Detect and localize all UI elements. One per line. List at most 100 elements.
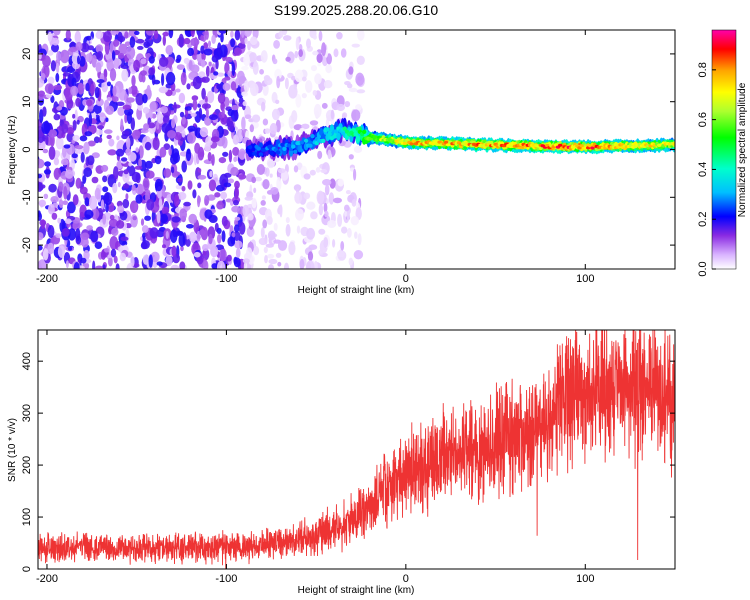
heatmap-cell	[190, 64, 200, 73]
heatmap-cell	[50, 95, 55, 103]
heatmap-cell	[95, 98, 104, 107]
heatmap-cell	[298, 44, 303, 51]
heatmap-cell	[251, 197, 257, 209]
heatmap-cell	[144, 141, 152, 151]
heatmap-cell	[128, 161, 133, 167]
heatmap-cell	[64, 218, 72, 224]
heatmap-cell	[201, 76, 210, 83]
heatmap-cell	[100, 250, 106, 260]
heatmap-y-axis: -20 -10 0 10 20	[21, 48, 675, 253]
heatmap-cell	[103, 31, 112, 43]
heatmap-cell	[318, 203, 324, 216]
heatmap-cell	[579, 144, 584, 148]
heatmap-cell	[47, 50, 54, 56]
heatmap-cell	[299, 140, 304, 145]
heatmap-cell	[303, 192, 311, 200]
heatmap-cell	[130, 117, 135, 131]
y-tick-label: -10	[21, 189, 33, 205]
heatmap-cell	[243, 53, 250, 67]
heatmap-cell	[197, 168, 202, 173]
heatmap-cell	[104, 129, 113, 134]
heatmap-cell	[160, 213, 168, 224]
heatmap-cell	[233, 156, 237, 163]
heatmap-cell	[341, 226, 348, 234]
heatmap-cell	[231, 62, 236, 77]
heatmap-cell	[145, 170, 155, 179]
heatmap-cell	[276, 177, 282, 191]
heatmap-cell	[181, 160, 187, 173]
heatmap-cell	[122, 198, 130, 209]
heatmap-cell	[177, 177, 183, 183]
heatmap-cell	[242, 204, 250, 217]
heatmap-cell	[230, 30, 234, 38]
heatmap-cell	[126, 111, 132, 124]
x-tick-label: 100	[576, 273, 594, 285]
heatmap-cell	[337, 213, 343, 227]
heatmap-cell	[315, 167, 321, 173]
heatmap-cell	[356, 55, 365, 65]
heatmap-cell	[158, 86, 168, 94]
heatmap-cell	[126, 97, 135, 103]
heatmap-cell	[38, 90, 45, 97]
heatmap-cell	[103, 192, 113, 206]
heatmap-cell	[183, 57, 190, 64]
heatmap-cell	[51, 212, 58, 220]
heatmap-cell	[87, 155, 95, 166]
heatmap-cell	[192, 189, 197, 199]
heatmap-cell	[57, 245, 66, 258]
heatmap-cell	[329, 178, 336, 189]
heatmap-cell	[211, 54, 219, 63]
heatmap-cell	[198, 71, 206, 78]
y-tick-label: 300	[21, 404, 33, 422]
heatmap-cell	[276, 75, 281, 89]
heatmap-cell	[113, 58, 120, 70]
y-tick-label: -20	[21, 237, 33, 253]
heatmap-cell	[180, 72, 187, 86]
heatmap-cell	[102, 175, 108, 183]
heatmap-cell	[357, 30, 365, 41]
heatmap-cell	[106, 134, 112, 140]
heatmap-cell	[435, 142, 440, 146]
heatmap-cell	[38, 259, 47, 269]
heatmap-cell	[268, 258, 278, 265]
heatmap-cell	[227, 120, 234, 132]
heatmap-cell	[74, 145, 84, 150]
heatmap-cell	[258, 152, 264, 157]
heatmap-cell	[336, 32, 343, 40]
heatmap-cell	[305, 260, 315, 269]
heatmap-cell	[256, 146, 261, 151]
heatmap-cell	[132, 129, 141, 140]
heatmap-cell	[191, 95, 199, 101]
heatmap-cell	[264, 77, 273, 86]
heatmap-cell	[53, 113, 61, 121]
heatmap-cell	[179, 111, 185, 118]
heatmap-cell	[95, 129, 103, 136]
heatmap-cell	[148, 67, 155, 76]
heatmap-cell	[41, 219, 46, 230]
heatmap-cell	[79, 186, 88, 195]
heatmap-cell	[279, 204, 283, 218]
heatmap-cell	[40, 184, 46, 189]
heatmap-cell	[53, 167, 62, 180]
heatmap-cell	[131, 171, 141, 183]
heatmap-cell	[301, 123, 310, 130]
heatmap-cell	[80, 42, 90, 53]
heatmap-cell	[137, 45, 144, 50]
heatmap-cell	[111, 50, 116, 61]
colorbar-gradient	[711, 29, 737, 270]
heatmap-cell	[200, 45, 205, 54]
heatmap-cell	[133, 59, 141, 72]
heatmap-cell	[94, 241, 103, 249]
heatmap-cell	[47, 31, 53, 42]
heatmap-cell	[170, 229, 178, 243]
heatmap-cell	[216, 201, 225, 210]
heatmap-cell	[79, 135, 88, 142]
heatmap-cell	[53, 157, 60, 166]
heatmap-cell	[180, 245, 184, 252]
heatmap-cell	[348, 87, 358, 93]
heatmap-cell	[262, 179, 270, 190]
heatmap-cell	[38, 199, 46, 207]
heatmap-cell	[119, 210, 128, 221]
